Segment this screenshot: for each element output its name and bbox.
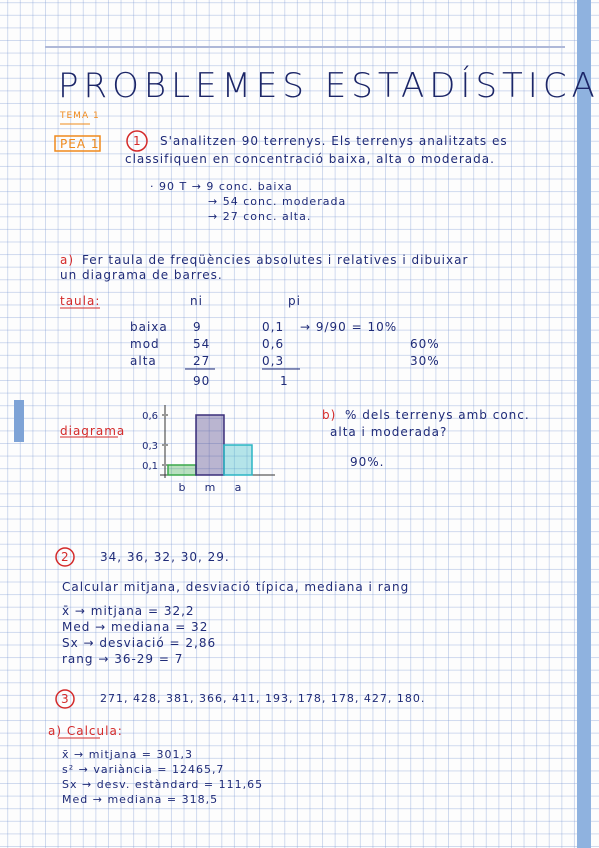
statement: classifiquen en concentració baixa, alta… — [125, 152, 495, 166]
top-rule — [45, 46, 565, 48]
bar — [223, 444, 253, 476]
result: x̄ → mitjana = 32,2 — [62, 604, 195, 618]
answer: 90%. — [350, 455, 385, 469]
table-header: pi — [288, 294, 301, 308]
data: 271, 428, 381, 366, 411, 193, 178, 178, … — [100, 692, 426, 705]
result: Sx → desv. estàndard = 111,65 — [62, 778, 264, 791]
statement: S'analitzen 90 terrenys. Els terrenys an… — [160, 134, 508, 148]
number-circle — [55, 547, 75, 567]
title: PROBLEMES ESTADÍSTICA — [58, 66, 599, 106]
tag: PEA 1 — [60, 137, 100, 151]
tag-box — [54, 135, 101, 152]
percent: 60% — [410, 337, 440, 351]
y-tick-label: 0,1 — [142, 461, 158, 472]
x-tick-label: a — [235, 481, 242, 494]
x-tick-label: m — [205, 481, 216, 494]
data-line: → 27 conc. alta. — [208, 210, 312, 223]
table-label: taula: — [60, 294, 101, 308]
part-letter: a) Calcula: — [48, 724, 123, 738]
table-cell: 0,3 — [262, 354, 285, 368]
data-line: · 90 T → 9 conc. baixa — [150, 180, 293, 193]
data-line: → 54 conc. moderada — [208, 195, 347, 208]
number-circle — [126, 130, 148, 152]
problem-number: 2 — [61, 550, 70, 564]
result: Med → mediana = 32 — [62, 620, 209, 634]
diagram-label: diagrama — [60, 424, 126, 438]
result: Med → mediana = 318,5 — [62, 793, 219, 806]
bar — [167, 464, 197, 476]
result: s² → variància = 12465,7 — [62, 763, 225, 776]
table-cell: 0,1 — [262, 320, 285, 334]
percent: 30% — [410, 354, 440, 368]
statement: un diagrama de barres. — [60, 268, 223, 282]
total: 90 — [193, 374, 211, 388]
table-cell: alta — [130, 354, 157, 368]
table-cell: baixa — [130, 320, 168, 334]
number-circle — [55, 689, 75, 709]
table-cell: 54 — [193, 337, 211, 351]
edge-strip — [577, 0, 591, 848]
problem-number: 3 — [61, 692, 70, 706]
percent: → 9/90 = 10% — [300, 320, 398, 334]
problem-number: 1 — [133, 134, 142, 148]
result: x̄ → mitjana = 301,3 — [62, 748, 194, 761]
table-header: ni — [190, 294, 203, 308]
bar-diagram: 0,6 0,3 0,1 b m a — [142, 405, 275, 494]
topic: TEMA 1 — [60, 111, 100, 121]
result: Sx → desviació = 2,86 — [62, 636, 217, 650]
data: 34, 36, 32, 30, 29. — [100, 550, 230, 564]
part-letter: b) — [322, 408, 337, 422]
bar — [195, 414, 225, 476]
table-cell: 9 — [193, 320, 202, 334]
x-tick-label: b — [179, 481, 186, 494]
total: 1 — [280, 374, 289, 388]
table-cell: 0,6 — [262, 337, 285, 351]
statement: % dels terrenys amb conc. — [345, 408, 530, 422]
statement: alta i moderada? — [330, 425, 448, 439]
y-tick-label: 0,6 — [142, 411, 158, 422]
statement: Calcular mitjana, desviació típica, medi… — [62, 580, 410, 594]
statement: Fer taula de freqüències absolutes i rel… — [82, 253, 469, 267]
result: rang → 36-29 = 7 — [62, 652, 184, 666]
y-tick-label: 0,3 — [142, 441, 158, 452]
sticker — [14, 400, 24, 442]
part-letter: a) — [60, 253, 75, 267]
table-cell: mod — [130, 337, 160, 351]
table-cell: 27 — [193, 354, 211, 368]
